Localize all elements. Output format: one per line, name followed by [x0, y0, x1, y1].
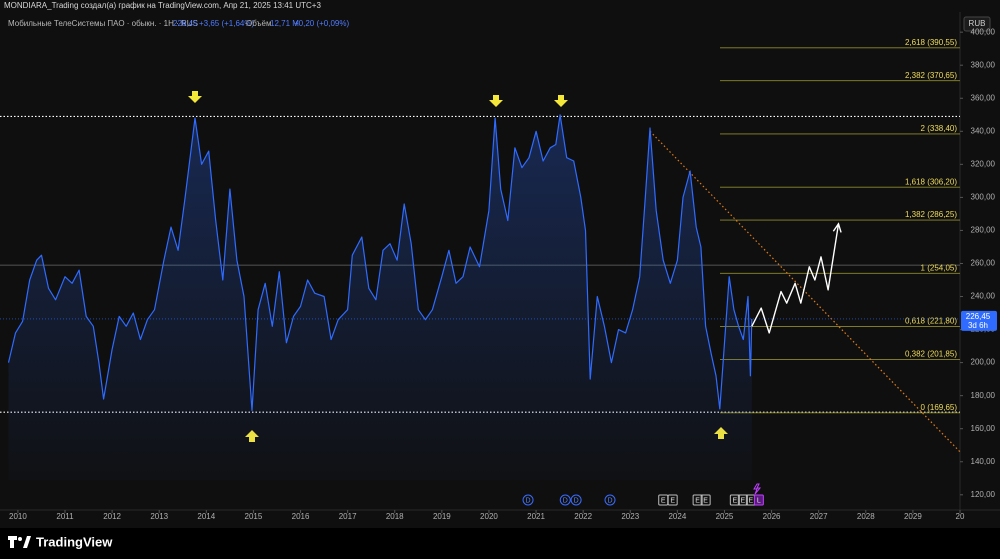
event-marker — [692, 494, 703, 506]
event-label: D — [526, 497, 531, 504]
volume: 12,71 M — [270, 19, 299, 28]
fib-label: 2 (338,40) — [921, 124, 958, 133]
arrow-down — [554, 95, 568, 107]
y-tick-label: 380,00 — [971, 60, 996, 69]
quote: 226,45 — [173, 19, 198, 28]
volume-label: Объём — [246, 19, 272, 28]
y-tick-label: 140,00 — [971, 457, 996, 466]
x-tick-label: 2013 — [150, 512, 168, 521]
fib-label: 0,618 (221,80) — [905, 317, 957, 326]
event-label: E — [703, 497, 708, 504]
y-tick-label: 120,00 — [971, 490, 996, 499]
forecast-line — [751, 223, 840, 334]
arrow-down — [489, 95, 503, 107]
x-tick-label: 2019 — [433, 512, 451, 521]
last-price-tag — [961, 310, 997, 331]
x-tick-label: 2023 — [621, 512, 639, 521]
y-tick-label: 320,00 — [971, 159, 996, 168]
last-price: 226,45 — [966, 312, 991, 321]
event-label: E — [749, 497, 754, 504]
event-marker — [667, 494, 678, 506]
y-tick-label: 180,00 — [971, 391, 996, 400]
x-tick-label: 2016 — [292, 512, 310, 521]
x-tick-label: 2010 — [9, 512, 27, 521]
arrow-down — [188, 91, 202, 103]
fib-label: 0,382 (201,85) — [905, 350, 957, 359]
fib-label: 0 (169,65) — [921, 403, 958, 412]
event-marker — [737, 494, 748, 506]
x-tick-label: 2011 — [56, 512, 74, 521]
volume-change: +0,20 (+0,09%) — [294, 19, 349, 28]
fib-label: 2,382 (370,65) — [905, 71, 957, 80]
event-marker[interactable] — [522, 494, 534, 506]
event-label: D — [607, 497, 612, 504]
event-marker — [729, 494, 740, 506]
y-tick-label: 280,00 — [971, 226, 996, 235]
currency[interactable]: RUB — [969, 19, 986, 28]
fib-label: 2,618 (390,55) — [905, 38, 957, 47]
y-tick-label: 300,00 — [971, 192, 996, 201]
x-tick-label: 2021 — [527, 512, 545, 521]
x-tick-label: 2017 — [339, 512, 357, 521]
brand-logo — [8, 536, 31, 548]
x-tick-label: 2025 — [716, 512, 734, 521]
event-marker[interactable] — [604, 494, 616, 506]
price-area — [8, 114, 752, 481]
brand: TradingView — [36, 534, 113, 549]
x-tick-label: 2024 — [668, 512, 686, 521]
fib-label: 1,382 (286,25) — [905, 210, 957, 219]
x-tick-label: 2027 — [810, 512, 828, 521]
y-tick-label: 340,00 — [971, 126, 996, 135]
event-label: E — [741, 497, 746, 504]
event-label: E — [733, 497, 738, 504]
currency-box[interactable] — [963, 16, 991, 32]
event-marker — [753, 494, 764, 506]
event-label: L — [757, 497, 761, 504]
logo-part — [8, 536, 17, 548]
y-tick-label: 240,00 — [971, 292, 996, 301]
price-line — [7, 114, 753, 412]
dividend-icon — [753, 483, 762, 495]
x-tick-label: 2029 — [904, 512, 922, 521]
countdown: 3d 6h — [968, 321, 988, 330]
symbol: Мобильные ТелеСистемы ПАО · обыкн. · 1H … — [8, 19, 198, 28]
y-tick-label: 400,00 — [971, 27, 996, 36]
event-marker — [700, 494, 711, 506]
x-tick-label: 2015 — [245, 512, 263, 521]
x-tick-label: 2026 — [763, 512, 781, 521]
event-label: E — [670, 497, 675, 504]
x-tick-label: 2012 — [103, 512, 121, 521]
forecast-arrowhead — [832, 222, 842, 233]
x-tick-label: 2020 — [480, 512, 498, 521]
y-tick-label: 200,00 — [971, 358, 996, 367]
footer — [0, 528, 1000, 559]
change: +3,65 (+1,64%) — [199, 19, 254, 28]
x-tick-label: 2028 — [857, 512, 875, 521]
logo-part — [23, 536, 31, 548]
event-label: E — [661, 497, 666, 504]
fib-label: 1 (254,05) — [921, 263, 958, 272]
y-tick-label: 360,00 — [971, 93, 996, 102]
x-tick-label: 2022 — [574, 512, 592, 521]
x-tick-label: 2014 — [197, 512, 215, 521]
fib-label: 1,618 (306,20) — [905, 177, 957, 186]
x-tick-label: 2018 — [386, 512, 404, 521]
event-label: E — [695, 497, 700, 504]
header: MONDIARA_Trading создал(а) график на Tra… — [4, 1, 321, 10]
x-tick-label: 20 — [956, 512, 965, 521]
event-label: D — [563, 497, 568, 504]
logo-part — [18, 537, 22, 541]
event-marker[interactable] — [559, 494, 571, 506]
y-tick-label: 160,00 — [971, 424, 996, 433]
event-label: D — [574, 497, 579, 504]
y-tick-label: 260,00 — [971, 259, 996, 268]
event-marker[interactable] — [570, 494, 582, 506]
